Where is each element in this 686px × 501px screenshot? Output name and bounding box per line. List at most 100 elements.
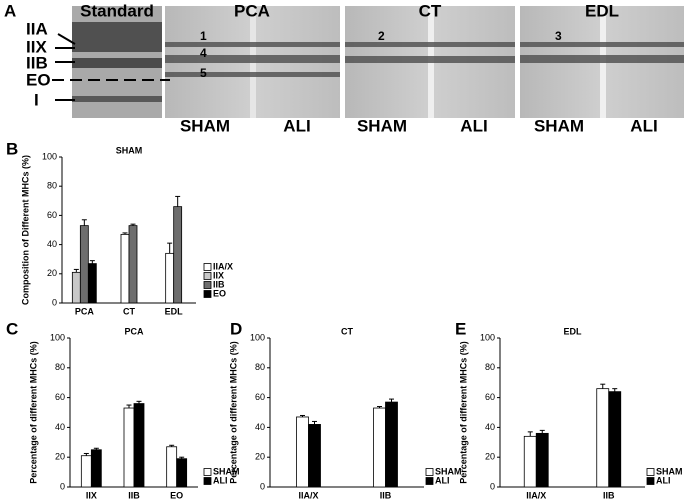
y-tick-label: 100 (50, 332, 65, 342)
y-tick-label: 20 (47, 268, 57, 278)
y-tick-label: 80 (47, 181, 57, 191)
marker-label: I (34, 90, 39, 109)
error-bar (312, 420, 317, 425)
legend-swatch (203, 468, 212, 476)
legend-label: IIX (213, 270, 224, 280)
band-number: 4 (200, 46, 207, 60)
legend-swatch (203, 281, 212, 289)
bar (133, 403, 145, 488)
panel-label: A (4, 1, 16, 20)
error-bar (389, 398, 394, 403)
legend-label: ALI (656, 475, 671, 485)
y-axis-label: Composition of Different MHCs (%) (20, 155, 30, 305)
y-axis-label: Percentage of different MHCs (%) (228, 341, 238, 484)
condition: ALI (460, 116, 487, 135)
bar (79, 225, 89, 304)
lane-title: Standard (80, 1, 154, 20)
x-tick-label: IIA/X (526, 490, 546, 500)
chart-title: PCA (124, 326, 144, 336)
bar (608, 391, 622, 488)
chart-title: SHAM (116, 145, 143, 155)
error-bar (73, 268, 79, 273)
legend-label: IIB (213, 279, 225, 289)
error-bar (81, 219, 87, 226)
marker-label: IIX (26, 37, 47, 56)
lane-title: CT (419, 1, 442, 20)
y-tick-label: 0 (60, 481, 65, 491)
error-bar (377, 406, 382, 409)
y-tick-label: 40 (255, 422, 265, 432)
legend-swatch (203, 263, 212, 271)
bar (308, 424, 321, 488)
error-bar (122, 232, 128, 235)
bar (596, 388, 610, 488)
y-tick-label: 100 (42, 151, 57, 161)
y-tick-label: 40 (47, 239, 57, 249)
y-tick-label: 100 (250, 332, 265, 342)
chart-title: CT (341, 326, 353, 336)
bar (523, 435, 537, 488)
marker-label: IIA (26, 19, 48, 38)
panel-label: C (6, 319, 18, 338)
error-bar (179, 456, 185, 459)
x-tick-label: IIB (380, 490, 392, 500)
y-tick-label: 100 (480, 332, 495, 342)
panel-label: D (230, 319, 242, 338)
legend-label: SHAM (656, 466, 683, 476)
x-tick-label: IIB (128, 490, 140, 500)
y-tick-label: 40 (485, 422, 495, 432)
legend-swatch (203, 272, 212, 280)
error-bar (300, 414, 305, 417)
error-bar (136, 400, 142, 404)
panel-label: E (455, 319, 466, 338)
y-tick-label: 80 (485, 362, 495, 372)
bar (90, 449, 102, 488)
x-tick-label: IIX (86, 490, 97, 500)
y-tick-label: 20 (485, 452, 495, 462)
condition: SHAM (180, 116, 230, 135)
y-tick-label: 60 (47, 210, 57, 220)
bar (80, 455, 92, 488)
y-tick-label: 40 (55, 422, 65, 432)
y-axis-label: Percentage of different MHCs (%) (28, 341, 38, 484)
lane-title: EDL (585, 1, 619, 20)
x-tick-label: CT (123, 306, 135, 316)
y-tick-label: 60 (55, 392, 65, 402)
legend-label: SHAM (213, 466, 240, 476)
bar (296, 416, 309, 488)
error-bar (130, 223, 136, 226)
y-tick-label: 80 (55, 362, 65, 372)
error-bar (169, 444, 175, 447)
legend-swatch (203, 290, 212, 298)
band-number: 3 (555, 29, 562, 43)
bar (173, 206, 183, 304)
bar (385, 401, 398, 488)
bar (87, 263, 97, 304)
error-bar (539, 429, 545, 434)
condition: ALI (630, 116, 657, 135)
band-number: 1 (200, 29, 207, 43)
y-tick-label: 20 (255, 452, 265, 462)
band-number: 2 (378, 29, 385, 43)
y-tick-label: 0 (490, 481, 495, 491)
error-bar (612, 388, 618, 392)
chart-title: EDL (564, 326, 583, 336)
legend-swatch (646, 477, 655, 485)
y-tick-label: 80 (255, 362, 265, 372)
x-tick-label: IIA/X (298, 490, 318, 500)
error-bar (175, 195, 181, 207)
marker-label: EO (26, 70, 51, 89)
bar (373, 407, 386, 488)
bar (166, 446, 178, 488)
legend-swatch (203, 477, 212, 485)
bar (176, 458, 188, 488)
error-bar (93, 447, 99, 450)
y-axis-label: Percentage of different MHCs (%) (458, 341, 468, 484)
y-tick-label: 20 (55, 452, 65, 462)
bar (123, 407, 135, 488)
condition: ALI (283, 116, 310, 135)
bar (128, 225, 138, 304)
y-tick-label: 0 (52, 297, 57, 307)
error-bar (600, 383, 606, 389)
